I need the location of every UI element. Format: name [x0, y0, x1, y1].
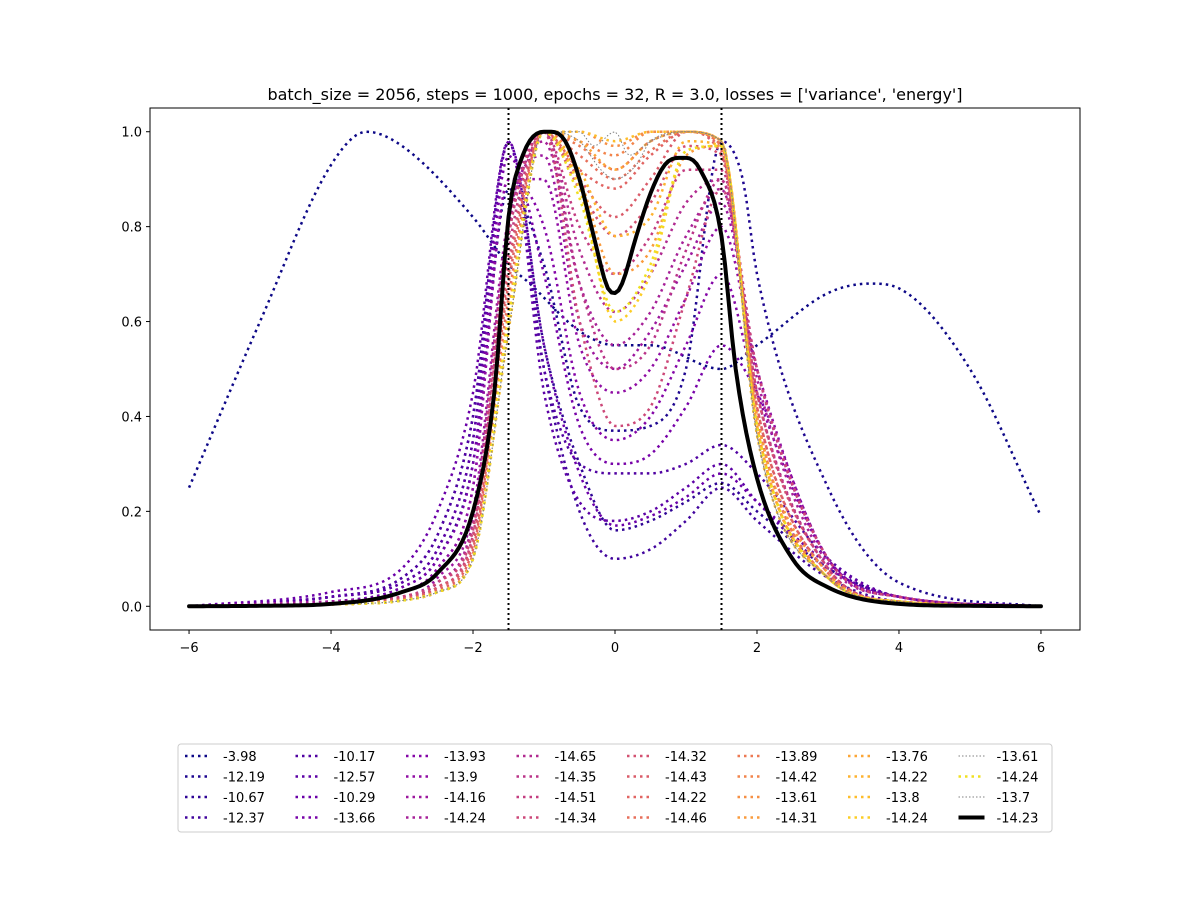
series-line-26 [189, 130, 1041, 608]
x-tick-label: 0 [611, 641, 619, 656]
chart-title: batch_size = 2056, steps = 1000, epochs … [267, 85, 962, 105]
legend-label: -10.29 [334, 791, 376, 806]
legend-label: -14.34 [555, 812, 597, 827]
series-line-7 [188, 139, 1042, 608]
series-line-14 [189, 130, 1042, 608]
y-tick-label: 0.0 [121, 600, 142, 615]
series-line-1 [187, 130, 1043, 517]
y-tick-label: 0.4 [121, 410, 142, 425]
legend-label: -14.35 [555, 771, 597, 786]
series-line-6 [188, 139, 1042, 608]
axes: −6 −4 −2 0 2 4 6 0.0 0.2 0.4 0.6 0.8 1.0 [121, 126, 1045, 656]
series-line-21 [189, 130, 1041, 608]
legend-label: -14.51 [555, 791, 597, 806]
legend-label: -3.98 [223, 750, 257, 765]
legend-label: -13.7 [997, 791, 1031, 806]
series-line-18 [189, 130, 1041, 608]
series-line-9 [189, 177, 1041, 608]
legend-label: -14.32 [665, 750, 707, 765]
legend-label: -10.67 [223, 791, 265, 806]
series-line-17 [189, 130, 1041, 608]
legend-label: -14.42 [776, 771, 818, 786]
series-line-23 [189, 130, 1041, 608]
series-line-32 [187, 129, 1043, 609]
series-line-5 [188, 139, 1041, 608]
legend-label: -14.31 [776, 812, 818, 827]
series-line-22 [189, 130, 1041, 608]
x-tick-label: −6 [179, 641, 198, 656]
legend-label: -14.24 [997, 771, 1039, 786]
legend: -3.98 -12.19 -10.67 -12.37 -10.17 -12.57 -10.2… [177, 743, 1053, 833]
legend-label: -14.22 [665, 791, 707, 806]
series-line-25 [189, 130, 1041, 608]
legend-label: -14.24 [444, 812, 486, 827]
series-line-28 [189, 130, 1041, 608]
legend-label: -14.65 [555, 750, 597, 765]
legend-label: -12.57 [334, 771, 376, 786]
legend-label: -13.76 [886, 750, 928, 765]
y-tick-label: 0.8 [121, 221, 142, 236]
legend-label: -13.8 [886, 791, 920, 806]
legend-label: -14.22 [886, 771, 928, 786]
series-line-12 [189, 139, 1042, 608]
series-line-15 [189, 130, 1041, 608]
series-line-24 [189, 130, 1041, 608]
series-line-31 [189, 131, 1041, 607]
legend-label: -13.93 [444, 750, 486, 765]
x-tick-label: −4 [321, 641, 340, 656]
legend-label: -13.89 [776, 750, 818, 765]
legend-label: -13.61 [776, 791, 818, 806]
y-tick-label: 0.2 [121, 505, 142, 520]
series-line-3 [188, 139, 1042, 608]
legend-label: -10.17 [334, 750, 376, 765]
series-line-11 [189, 154, 1042, 608]
series-line-2 [189, 139, 1042, 608]
series-line-20 [189, 130, 1041, 608]
series-line-19 [189, 130, 1041, 608]
series-line-27 [189, 130, 1041, 608]
series-line-29 [189, 131, 1041, 607]
legend-label: -14.24 [886, 812, 928, 827]
legend-label: -13.66 [334, 812, 376, 827]
y-tick-label: 1.0 [121, 126, 142, 141]
series-line-16 [189, 130, 1042, 608]
legend-label: -14.16 [444, 791, 486, 806]
legend-label: -14.46 [665, 812, 707, 827]
legend-label: -14.23 [997, 812, 1039, 827]
x-tick-label: 2 [753, 641, 761, 656]
x-tick-label: 6 [1037, 641, 1045, 656]
series-layer [187, 129, 1043, 609]
legend-label: -12.37 [223, 812, 265, 827]
x-tick-label: 4 [895, 641, 903, 656]
legend-label: -12.19 [223, 771, 265, 786]
series-line-8 [189, 154, 1041, 608]
legend-label: -13.9 [444, 771, 478, 786]
legend-label: -13.61 [997, 750, 1039, 765]
y-tick-label: 0.6 [121, 316, 142, 331]
series-line-4 [188, 139, 1041, 608]
series-line-30 [189, 130, 1041, 608]
legend-label: -14.43 [665, 771, 707, 786]
legend-box [177, 743, 1053, 833]
reference-lines [507, 108, 723, 630]
x-tick-label: −2 [463, 641, 482, 656]
series-line-13 [189, 130, 1041, 608]
plot-frame [149, 107, 1081, 631]
series-line-10 [189, 177, 1042, 608]
